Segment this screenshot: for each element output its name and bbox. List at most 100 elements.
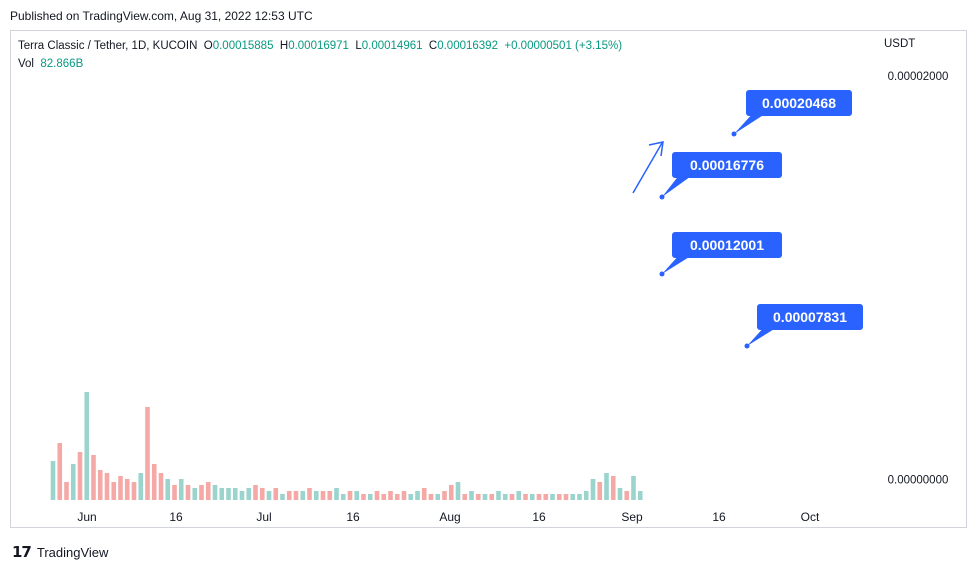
volume-bar <box>455 482 461 500</box>
volume-bar <box>219 488 225 500</box>
brand-name: TradingView <box>36 544 109 560</box>
close-value: 0.00016392 <box>437 40 498 52</box>
footer-brand[interactable]: 17 TradingView <box>12 543 108 561</box>
volume-bar <box>50 461 56 500</box>
volume-bar <box>388 491 393 500</box>
x-tick-label: Aug <box>439 510 460 524</box>
callout-badge <box>672 232 782 258</box>
volume-bar <box>165 479 171 500</box>
volume-bar <box>597 482 603 500</box>
volume-bar <box>70 464 76 500</box>
volume-bar <box>529 494 535 500</box>
callout-pointer <box>662 174 694 197</box>
volume-bar <box>516 491 522 500</box>
volume-bar <box>91 455 96 500</box>
volume-bar <box>286 491 292 500</box>
volume-bar <box>482 494 488 500</box>
volume-bar <box>293 491 299 500</box>
callout-text: 0.00012001 <box>690 237 764 253</box>
annotations-layer: 0.00020468 0.00016776 0.00012001 0.00007831 <box>632 90 863 349</box>
volume-bar <box>172 485 177 500</box>
volume-bar <box>300 491 306 500</box>
volume-bar <box>496 491 501 500</box>
volume-bar <box>570 494 576 500</box>
volume-bar <box>502 494 508 500</box>
volume-bar <box>489 494 495 500</box>
projection-arrow-head <box>648 141 664 157</box>
callout-badge <box>672 152 782 178</box>
volume-bar <box>158 473 164 500</box>
x-axis: Jun 16 Jul 16 Aug 16 Sep 16 Oct <box>77 510 820 524</box>
x-tick-label: Jul <box>256 510 271 524</box>
volume-bar <box>327 491 333 500</box>
volume-bar <box>523 494 528 500</box>
callout-text: 0.00016776 <box>690 157 764 173</box>
volume-bar <box>381 494 387 500</box>
x-tick-label: Sep <box>621 510 643 524</box>
volume-bar <box>246 488 252 500</box>
x-tick-label: 16 <box>712 510 726 524</box>
volume-bar <box>212 485 218 500</box>
volume-bar <box>415 491 420 500</box>
volume-bar <box>84 392 90 500</box>
volume-bar <box>259 488 265 500</box>
volume-bar <box>583 491 589 500</box>
volume-bar <box>604 473 609 500</box>
volume-bar <box>590 479 596 500</box>
volume-bar <box>550 494 555 500</box>
volume-bar <box>631 476 636 500</box>
volume-bar <box>340 494 346 500</box>
volume-bar <box>563 494 569 500</box>
volume-bar <box>111 482 117 500</box>
callout-pointer <box>662 254 694 274</box>
volume-bar <box>442 491 447 500</box>
volume-bar <box>408 494 414 500</box>
volume-bar <box>205 482 211 500</box>
volume-bar <box>124 479 130 500</box>
volume-bar <box>624 491 630 500</box>
volume-bar <box>77 452 83 500</box>
volume-bar <box>448 485 454 500</box>
published-line: Published on TradingView.com, Aug 31, 20… <box>10 9 313 23</box>
volume-bar <box>280 494 285 500</box>
projection-arrow <box>632 142 663 194</box>
x-tick-label: Jun <box>77 510 96 524</box>
symbol-legend: Terra Classic / Tether, 1D, KUCOIN O0.00… <box>18 40 622 52</box>
volume-bar <box>253 485 258 500</box>
volume-bar <box>226 488 231 500</box>
close-label: C <box>428 40 438 52</box>
y-tick-label: 0.00000000 <box>888 475 949 487</box>
callout-anchor <box>731 131 737 137</box>
volume-bar <box>556 494 562 500</box>
x-tick-label: 16 <box>169 510 183 524</box>
chart-frame <box>10 30 967 528</box>
vol-label: Vol <box>18 58 34 70</box>
volume-legend: Vol 82.866B <box>18 58 83 70</box>
symbol-name: Terra Classic / Tether, 1D, KUCOIN <box>18 40 198 52</box>
callout-anchor <box>744 343 750 349</box>
callout-text: 0.00020468 <box>762 95 836 111</box>
volume-bar <box>232 488 238 500</box>
y-tick-label: 0.00002000 <box>888 71 949 83</box>
volume-bar <box>435 494 441 500</box>
change-value: +0.00000501 (+3.15%) <box>504 40 623 52</box>
callout-badge <box>757 304 863 330</box>
callout-anchor <box>659 271 665 277</box>
volume-bar <box>178 479 184 500</box>
volume-bar <box>475 494 481 500</box>
volume-bar <box>637 491 643 500</box>
volume-bar <box>509 494 515 500</box>
volume-bar <box>462 494 468 500</box>
volume-bar <box>617 488 623 500</box>
volume-bar <box>334 488 339 500</box>
volume-bar <box>577 494 582 500</box>
volume-bar <box>131 482 137 500</box>
volume-bar <box>192 488 198 500</box>
callout-text: 0.00007831 <box>773 309 847 325</box>
volume-bar <box>374 491 380 500</box>
volume-bar <box>104 473 110 500</box>
volume-bar <box>394 494 400 500</box>
x-tick-label: Oct <box>801 510 820 524</box>
callout-badge <box>746 90 852 116</box>
